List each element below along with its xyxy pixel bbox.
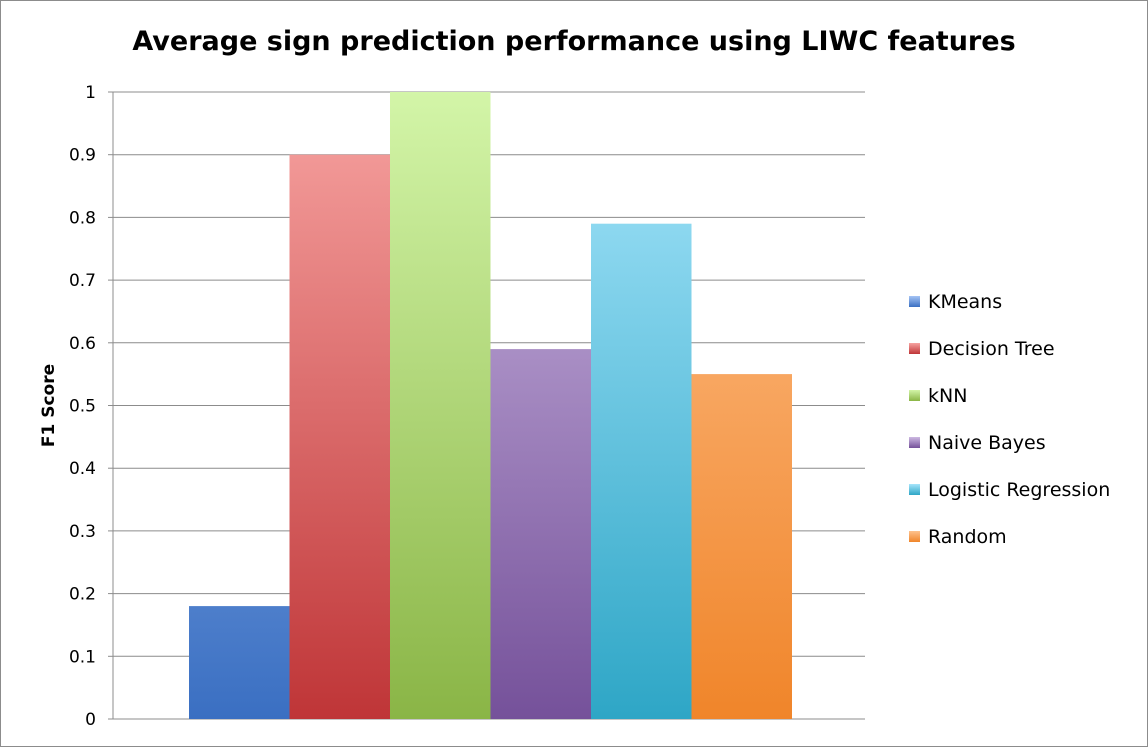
bar-kmeans xyxy=(189,606,290,719)
y-tick-label: 0.6 xyxy=(69,334,96,354)
y-tick-label: 0.9 xyxy=(69,146,96,166)
legend-label: kNN xyxy=(928,384,968,407)
y-tick-label: 0.8 xyxy=(69,208,96,228)
y-axis-ticks: 0 0.1 0.2 0.3 0.4 0.5 0.6 0.7 0.8 0.9 1 xyxy=(69,83,96,730)
legend-label: Decision Tree xyxy=(928,337,1055,360)
legend-item: kNN xyxy=(909,372,1110,419)
legend-item: Random xyxy=(909,513,1110,560)
legend-label: Naive Bayes xyxy=(928,431,1046,454)
y-tick-label: 0.4 xyxy=(69,459,96,479)
legend-swatch xyxy=(909,296,920,307)
y-tick-label: 0.7 xyxy=(69,271,96,291)
legend-swatch xyxy=(909,343,920,354)
legend-swatch xyxy=(909,437,920,448)
bar-decision-tree xyxy=(289,154,390,719)
legend: KMeans Decision Tree kNN Naive Bayes Logisti… xyxy=(909,278,1110,560)
legend-label: Random xyxy=(928,525,1007,548)
legend-swatch xyxy=(909,484,920,495)
y-tick-label: 0 xyxy=(85,710,96,730)
bar-logistic-regression xyxy=(591,223,692,719)
y-axis-label: F1 Score xyxy=(39,364,59,447)
chart-title: Average sign prediction performance usin… xyxy=(132,26,1016,57)
y-tick-label: 0.3 xyxy=(69,522,96,542)
legend-swatch xyxy=(909,531,920,542)
legend-item: KMeans xyxy=(909,278,1110,325)
legend-label: KMeans xyxy=(928,290,1003,313)
legend-swatch xyxy=(909,390,920,401)
bar-random xyxy=(691,374,792,719)
legend-item: Logistic Regression xyxy=(909,466,1110,513)
y-tick-label: 0.2 xyxy=(69,585,96,605)
bar-naive-bayes xyxy=(490,349,591,719)
legend-item: Decision Tree xyxy=(909,325,1110,372)
y-tick-label: 0.5 xyxy=(69,397,96,417)
bar-knn xyxy=(390,92,491,719)
legend-item: Naive Bayes xyxy=(909,419,1110,466)
legend-label: Logistic Regression xyxy=(928,478,1111,501)
y-tick-label: 0.1 xyxy=(69,647,96,667)
y-tick-label: 1 xyxy=(85,83,96,103)
bars xyxy=(189,92,792,719)
